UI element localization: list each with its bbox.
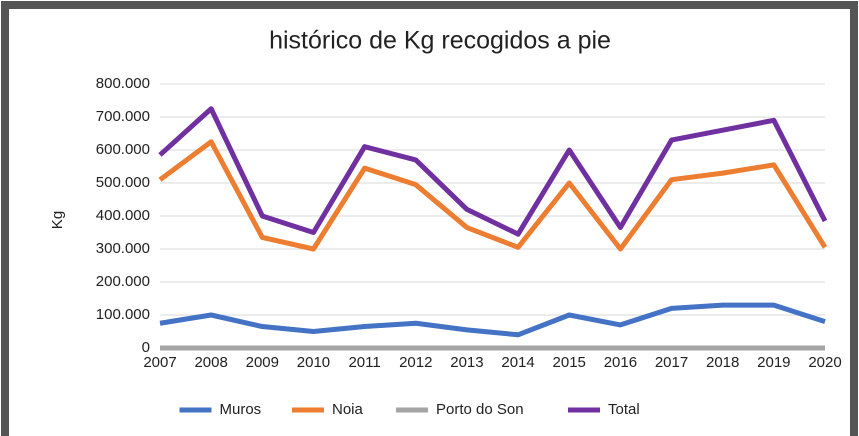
y-tick-label: 800.000 <box>96 75 150 92</box>
chart-title: histórico de Kg recogidos a pie <box>269 27 611 55</box>
x-tick-label: 2009 <box>246 354 279 371</box>
x-tick-label: 2015 <box>553 354 586 371</box>
y-axis-label: Kg <box>49 211 66 229</box>
series-line <box>158 106 828 237</box>
y-tick-label: 200.000 <box>96 273 150 290</box>
x-tick-label: 2011 <box>348 354 380 371</box>
x-tick-label: 2017 <box>655 354 688 371</box>
y-tick-label: 500.000 <box>96 174 150 191</box>
legend-label: Total <box>608 401 640 418</box>
legend-label: Noia <box>332 401 364 418</box>
x-tick-label: 2010 <box>297 354 330 371</box>
x-tick-label: 2008 <box>194 354 227 371</box>
legend-label: Porto do Son <box>436 401 524 418</box>
y-tick-label: 700.000 <box>96 108 150 125</box>
x-tick-label: 2014 <box>501 354 534 371</box>
y-tick-label: 400.000 <box>96 207 150 224</box>
y-tick-label: 100.000 <box>96 306 150 323</box>
x-tick-label: 2013 <box>450 354 483 371</box>
x-tick-label: 2012 <box>399 354 432 371</box>
series-line <box>158 139 828 252</box>
x-tick-label: 2020 <box>808 354 841 371</box>
x-tick-label: 2016 <box>604 354 637 371</box>
y-tick-label: 600.000 <box>96 141 150 158</box>
legend-label: Muros <box>220 401 262 418</box>
y-tick-label: 300.000 <box>96 240 150 257</box>
x-tick-label: 2019 <box>757 354 790 371</box>
y-tick-label: 0 <box>142 339 150 356</box>
x-tick-label: 2018 <box>706 354 739 371</box>
x-tick-label: 2007 <box>143 354 176 371</box>
series-line <box>159 302 826 338</box>
